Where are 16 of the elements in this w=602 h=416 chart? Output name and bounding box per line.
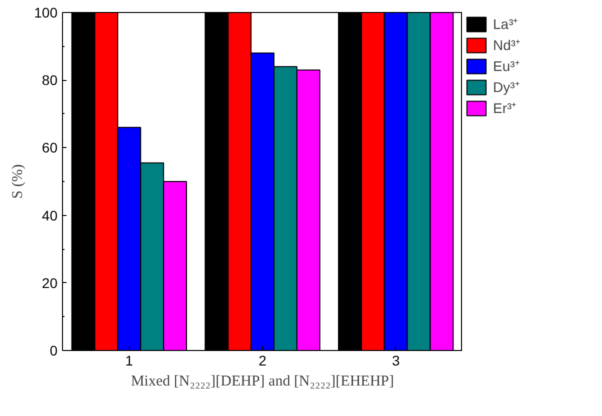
- y-tick-label: 60: [42, 140, 58, 156]
- y-tick-label: 0: [50, 342, 58, 358]
- x-tick-label: 1: [125, 352, 134, 368]
- legend-label: Er³⁺: [493, 99, 517, 117]
- y-tick-label: 80: [42, 72, 58, 88]
- y-axis-title: S (%): [10, 164, 26, 199]
- legend-label: Eu³⁺: [493, 57, 520, 75]
- x-tick-label: 2: [258, 352, 267, 368]
- legend-label: Nd³⁺: [493, 36, 521, 54]
- x-tick-label: 3: [392, 352, 400, 368]
- y-tick-label: 100: [34, 4, 58, 20]
- y-tick-label: 20: [42, 274, 58, 291]
- y-tick-label: 40: [42, 207, 58, 224]
- legend-label: Dy³⁺: [493, 78, 520, 96]
- x-axis-title: Mixed [N₂₂₂₂][DEHP] and [N₂₂₂₂][EHEHP]: [130, 374, 394, 390]
- legend-label: La³⁺: [493, 15, 518, 33]
